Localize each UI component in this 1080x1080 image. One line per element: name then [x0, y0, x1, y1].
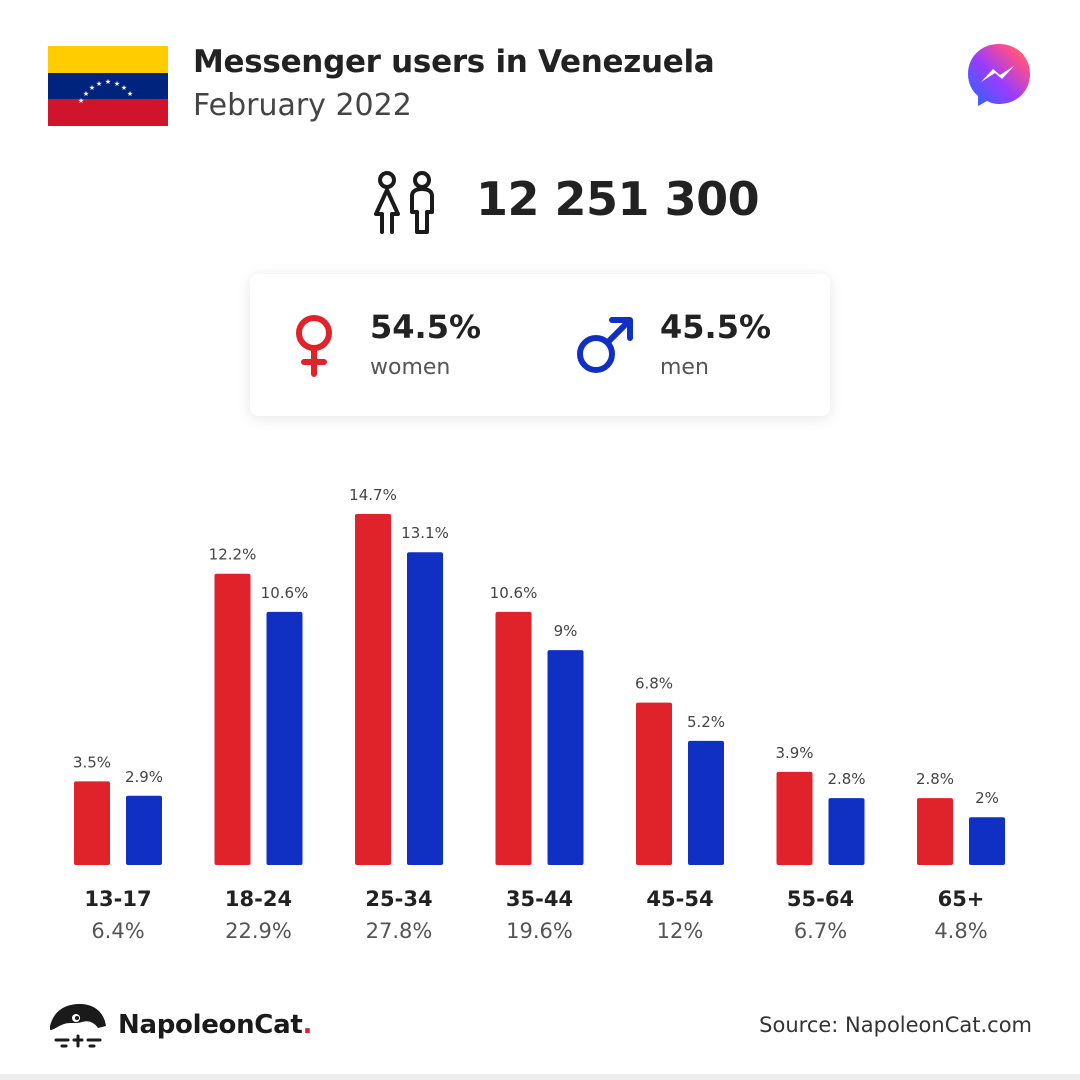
bar-value-label: 2.8%: [827, 770, 865, 788]
bar-men-35-44: [547, 650, 584, 865]
bar-value-label: 2.8%: [916, 770, 954, 788]
category-total-label: 12%: [657, 919, 704, 943]
bar-women-35-44: [495, 611, 532, 865]
bar-men-25-34: [407, 552, 443, 865]
source-text: Source: NapoleonCat.com: [759, 1013, 1032, 1037]
women-label: women: [370, 355, 451, 380]
bar-women-13-17: [74, 781, 110, 865]
age-gender-bar-chart: 3.5% 2.9% 13-17 6.4% 12.2% 10.6% 18-24 22.9% 14.…: [73, 486, 1005, 943]
category-total-label: 19.6%: [506, 919, 573, 943]
category-label: 18-24: [225, 887, 292, 911]
category-label: 35-44: [506, 887, 573, 911]
page-title: Messenger users in Venezuela: [193, 44, 715, 80]
bar-value-label: 14.7%: [349, 486, 397, 504]
bar-women-65+: [917, 798, 953, 865]
category-label: 45-54: [646, 887, 713, 911]
category-total-label: 4.8%: [934, 919, 987, 943]
category-total-label: 6.7%: [794, 919, 847, 943]
category-label: 55-64: [787, 887, 854, 911]
male-symbol-icon: [574, 314, 634, 378]
people-icon: [370, 170, 440, 236]
female-symbol-icon: [292, 314, 352, 378]
svg-text:★: ★: [96, 80, 102, 88]
bar-men-45-54: [688, 740, 724, 865]
category-label: 65+: [938, 887, 985, 911]
category-total-label: 27.8%: [366, 919, 433, 943]
brand-dot: .: [302, 1010, 313, 1040]
bar-men-13-17: [126, 795, 162, 865]
svg-text:★: ★: [83, 90, 89, 98]
svg-text:★: ★: [121, 84, 127, 92]
bar-value-label: 5.2%: [687, 713, 725, 731]
messenger-logo-icon: [966, 42, 1032, 108]
bottom-divider: [0, 1074, 1080, 1080]
bar-women-25-34: [355, 514, 391, 865]
category-total-label: 22.9%: [225, 919, 292, 943]
bar-value-label: 6.8%: [635, 675, 673, 693]
page-subtitle: February 2022: [193, 88, 412, 123]
men-percentage: 45.5%: [660, 308, 772, 346]
bar-value-label: 13.1%: [401, 524, 449, 542]
women-percentage: 54.5%: [370, 308, 482, 346]
bar-women-45-54: [636, 702, 672, 865]
bar-women-18-24: [214, 573, 251, 865]
bar-value-label: 2%: [975, 789, 999, 807]
bar-value-label: 12.2%: [209, 546, 257, 564]
bar-women-55-64: [776, 771, 813, 865]
category-label: 25-34: [365, 887, 432, 911]
venezuela-flag: ★ ★ ★ ★ ★ ★ ★ ★: [48, 46, 168, 126]
bar-value-label: 9%: [554, 622, 578, 640]
svg-text:★: ★: [89, 84, 95, 92]
napoleoncat-logo-icon: [48, 1000, 108, 1050]
total-users: 12 251 300: [476, 172, 760, 226]
bar-value-label: 3.9%: [775, 744, 813, 762]
bar-men-65+: [969, 817, 1005, 865]
bar-value-label: 10.6%: [261, 584, 309, 602]
brand-text: NapoleonCat: [118, 1010, 303, 1040]
bar-men-55-64: [828, 798, 865, 865]
bar-value-label: 2.9%: [125, 768, 163, 786]
gender-card: 54.5% women 45.5% men: [250, 274, 830, 416]
category-label: 13-17: [84, 887, 151, 911]
svg-text:★: ★: [105, 78, 111, 86]
category-total-label: 6.4%: [91, 919, 144, 943]
men-label: men: [660, 355, 709, 380]
brand-name: NapoleonCat.: [118, 1010, 312, 1040]
svg-text:★: ★: [114, 80, 120, 88]
bar-men-18-24: [266, 611, 303, 865]
svg-text:★: ★: [78, 97, 84, 105]
bar-value-label: 10.6%: [490, 584, 538, 602]
bar-value-label: 3.5%: [73, 753, 111, 771]
svg-text:★: ★: [127, 90, 133, 98]
